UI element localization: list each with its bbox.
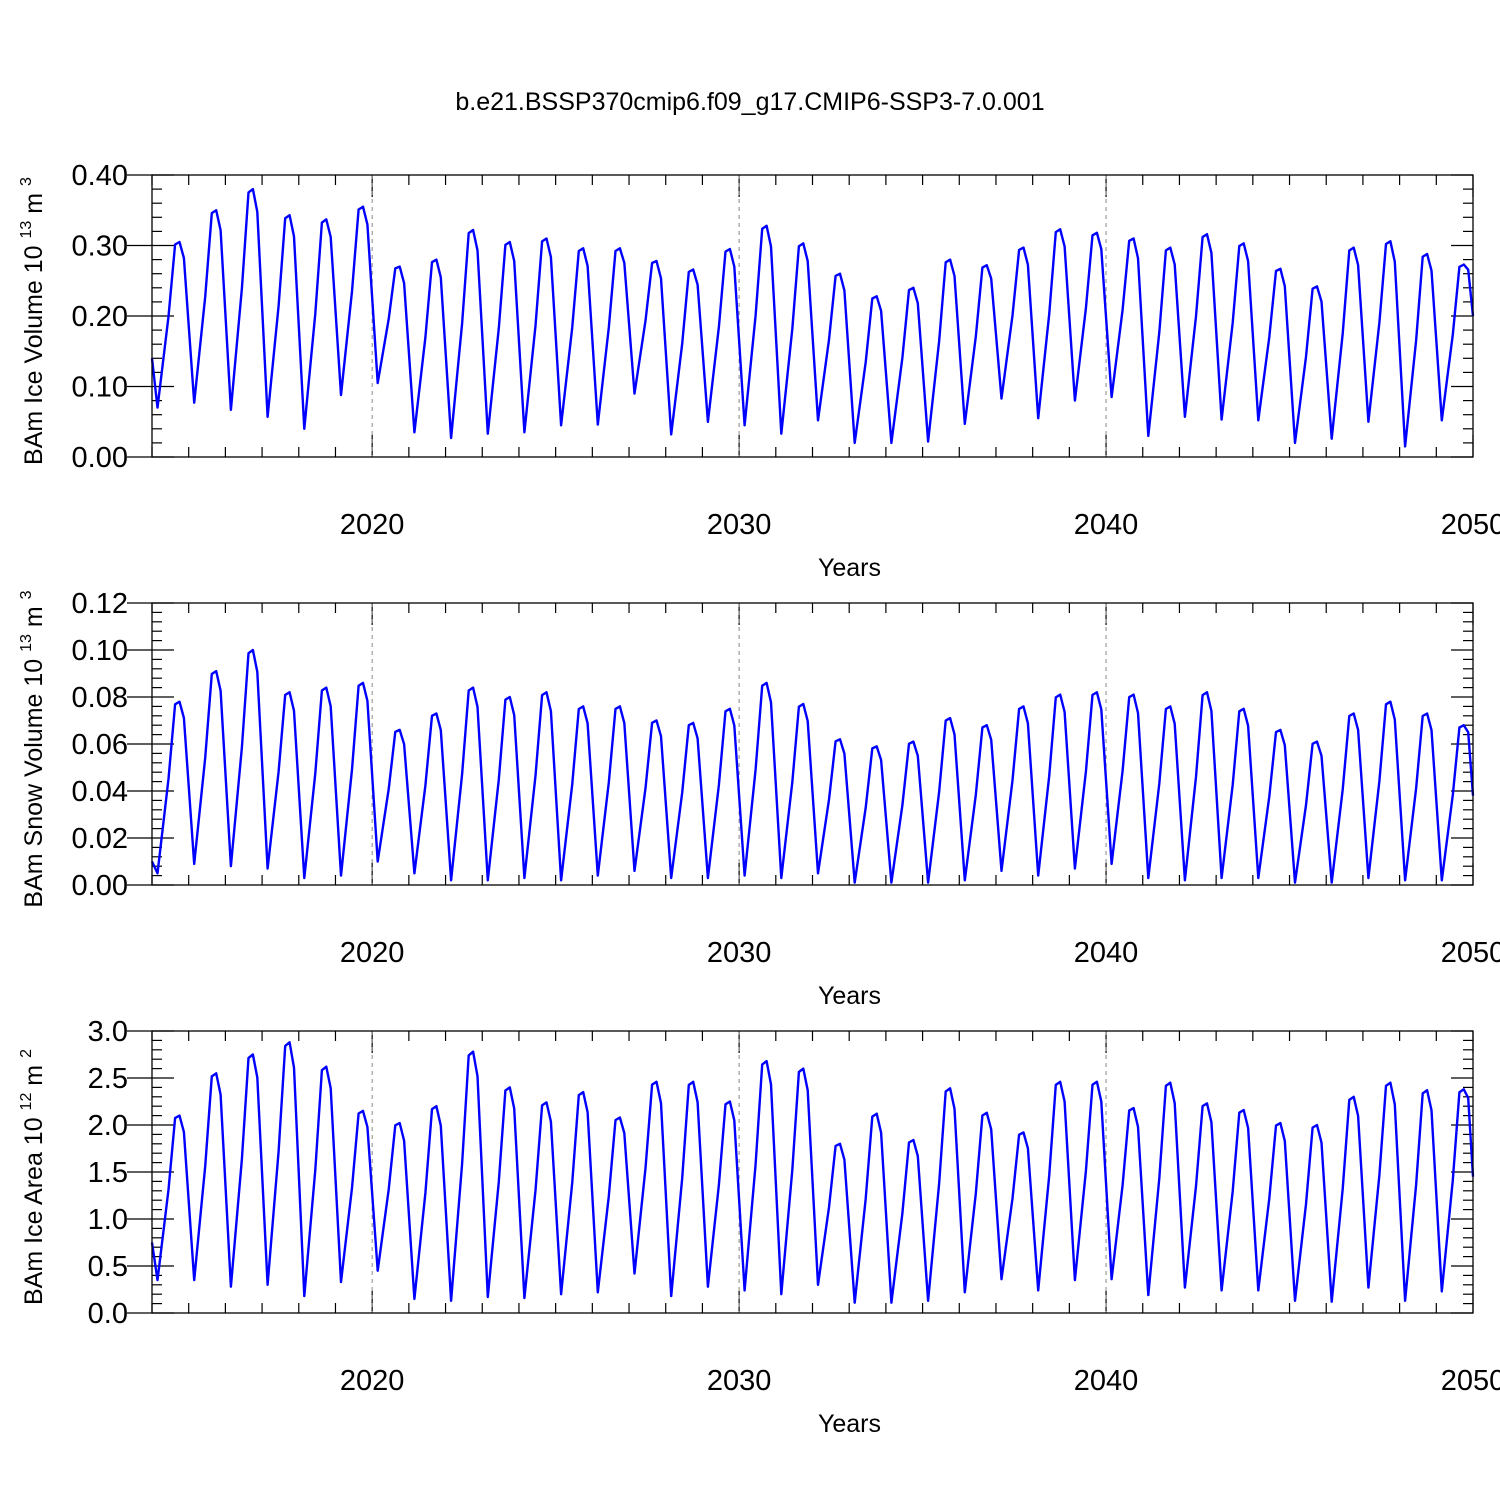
y-axis-unit-exponent: 13: [18, 221, 35, 239]
y-tick-label: 0.5: [88, 1251, 128, 1283]
y-tick-label: 0.00: [72, 870, 128, 902]
y-axis-unit-base: 10: [20, 1117, 48, 1145]
y-tick-label: 0.02: [72, 823, 128, 855]
panel-ice-area: 0.0 0.5 1.0 1.5 2.0 2.5 3.0 2020 2030 2040 2050 Y…: [9, 1016, 1500, 1438]
ticks: [127, 602, 1474, 886]
x-tick-label: 2020: [340, 509, 405, 541]
gridlines: [371, 175, 1107, 457]
y-axis-unit-exponent: 12: [18, 1093, 35, 1111]
x-tick-label: 2030: [707, 937, 772, 969]
plot-frame: [151, 174, 1474, 458]
y-axis-label: BAm Ice Area 10 12 m 2: [9, 1049, 48, 1305]
y-tick-label: 0.10: [72, 635, 128, 667]
y-tick-label: 0.10: [72, 372, 128, 404]
y-axis-unit: m: [20, 606, 48, 627]
gridlines: [371, 1031, 1107, 1313]
x-tick-label: 2050: [1441, 1365, 1500, 1397]
y-tick-label: 3.0: [88, 1016, 128, 1048]
x-tick-labels: 2020 2030 2040 2050: [340, 1365, 1500, 1397]
x-tick-label: 2020: [340, 1365, 405, 1397]
y-tick-label: 2.5: [88, 1063, 128, 1095]
y-axis-unit-base: 10: [20, 245, 48, 273]
y-tick-label: 0.40: [72, 160, 128, 192]
y-axis-unit-exponent: 13: [18, 634, 35, 652]
y-tick-label: 0.04: [72, 776, 128, 808]
x-tick-label: 2040: [1074, 509, 1139, 541]
y-tick-label: 1.5: [88, 1157, 128, 1189]
y-tick-labels: 0.00 0.02 0.04 0.06 0.08 0.10 0.12: [72, 588, 128, 902]
y-axis-unit: m: [20, 1065, 48, 1086]
x-tick-label: 2030: [707, 509, 772, 541]
x-tick-labels: 2020 2030 2040 2050: [340, 509, 1500, 541]
x-axis-label: Years: [818, 554, 881, 582]
plot-frame: [151, 602, 1474, 886]
x-tick-label: 2050: [1441, 509, 1500, 541]
plot-frame: [151, 1030, 1474, 1314]
y-tick-labels: 0.0 0.5 1.0 1.5 2.0 2.5 3.0: [88, 1016, 128, 1330]
x-tick-label: 2040: [1074, 937, 1139, 969]
y-tick-label: 0.12: [72, 588, 128, 620]
x-tick-label: 2050: [1441, 937, 1500, 969]
x-axis-label: Years: [818, 982, 881, 1010]
y-axis-label-text: BAm Snow Volume: [20, 687, 48, 908]
series-line-snow-volume: [150, 648, 1475, 884]
x-tick-label: 2020: [340, 937, 405, 969]
y-tick-label: 0.20: [72, 301, 128, 333]
figure-title: b.e21.BSSP370cmip6.f09_g17.CMIP6-SSP3-7.…: [455, 88, 1044, 116]
y-axis-unit-power: 3: [18, 177, 35, 186]
y-axis-label-text: BAm Ice Volume: [20, 273, 48, 465]
gridlines: [371, 603, 1107, 885]
y-axis-unit-base: 10: [20, 659, 48, 687]
y-axis-label: BAm Ice Volume 10 13 m 3: [9, 177, 48, 465]
y-axis-unit-power: 2: [18, 1049, 35, 1058]
y-tick-label: 1.0: [88, 1204, 128, 1236]
y-tick-labels: 0.00 0.10 0.20 0.30 0.40: [72, 160, 128, 474]
x-tick-labels: 2020 2030 2040 2050: [340, 937, 1500, 969]
series-line-ice-volume: [150, 187, 1475, 448]
x-tick-label: 2030: [707, 1365, 772, 1397]
y-tick-label: 0.06: [72, 729, 128, 761]
series-line-ice-area: [150, 1041, 1475, 1304]
x-tick-label: 2040: [1074, 1365, 1139, 1397]
y-axis-unit: m: [20, 193, 48, 214]
y-tick-label: 2.0: [88, 1110, 128, 1142]
y-tick-label: 0.0: [88, 1298, 128, 1330]
x-axis-label: Years: [818, 1410, 881, 1438]
y-axis-label: BAm Snow Volume 10 13 m 3: [9, 590, 48, 907]
panel-snow-volume: 0.00 0.02 0.04 0.06 0.08 0.10 0.12 2020 2030 204…: [9, 588, 1500, 1010]
y-axis-label-text: BAm Ice Area: [20, 1145, 48, 1305]
y-tick-label: 0.08: [72, 682, 128, 714]
panel-ice-volume: 0.00 0.10 0.20 0.30 0.40 2020 2030 2040 2050 Ye…: [9, 160, 1500, 582]
y-tick-label: 0.30: [72, 231, 128, 263]
y-tick-label: 0.00: [72, 442, 128, 474]
y-axis-unit-power: 3: [18, 590, 35, 599]
